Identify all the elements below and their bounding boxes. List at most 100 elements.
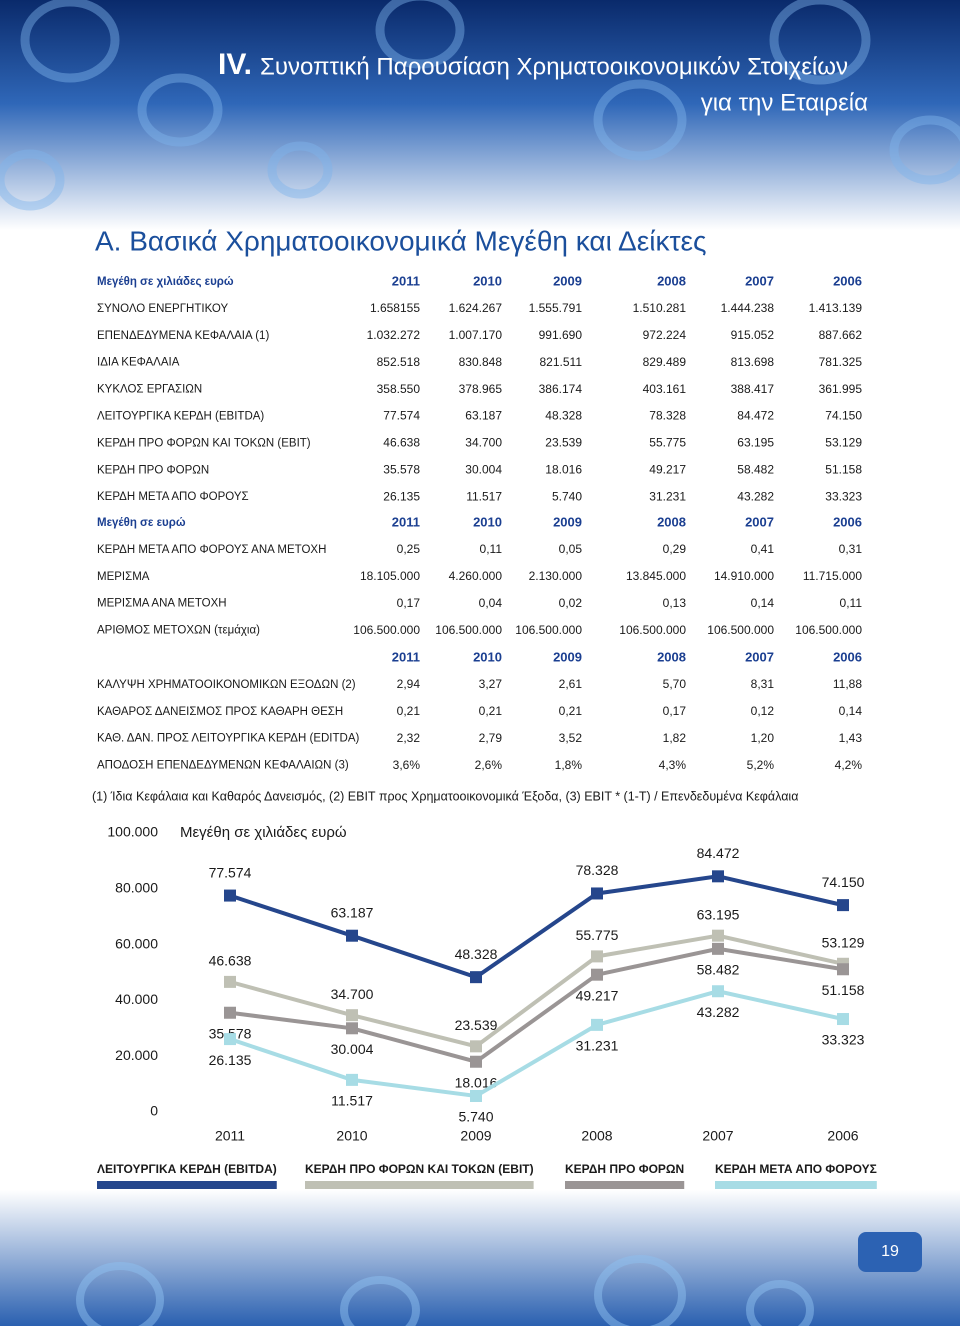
marker	[591, 1018, 603, 1031]
cell: 830.848	[459, 355, 503, 369]
cell: 972.224	[643, 328, 687, 342]
cell: 829.489	[643, 355, 687, 369]
cell: 77.574	[383, 409, 420, 423]
cell: 0,11	[840, 596, 863, 610]
y-tick-label: 100.000	[107, 824, 158, 840]
cell: 2,79	[479, 731, 503, 745]
legend-swatch	[305, 1181, 534, 1189]
cell: 0,29	[663, 542, 687, 556]
y-tick-label: 60.000	[115, 935, 158, 951]
marker	[470, 1055, 482, 1068]
row-label: ΣΥΝΟΛΟ ΕΝΕΡΓΗΤΙΚΟΥ	[97, 303, 228, 315]
marker	[346, 1022, 358, 1035]
cell: 43.282	[737, 489, 774, 503]
row-label: ΜΕΡΙΣΜΑ ΑΝΑ ΜΕΤΟΧΗ	[97, 598, 227, 610]
value-label: 58.482	[697, 962, 740, 978]
cell: 3,6%	[393, 758, 421, 772]
row-label: ΚΕΡΔΗ ΜΕΤΑ ΑΠΟ ΦΟΡΟΥΣ	[97, 491, 249, 503]
row-label: ΚΥΚΛΟΣ ΕΡΓΑΣΙΩΝ	[97, 384, 202, 396]
marker	[346, 1073, 358, 1086]
legend-swatch	[97, 1181, 277, 1189]
column-header: 2007	[745, 649, 774, 664]
x-tick-label: 2006	[827, 1128, 858, 1144]
cell: 1.624.267	[449, 301, 503, 315]
chart-y-label: Μεγέθη σε χιλιάδες ευρώ	[180, 824, 347, 841]
section-title: Α. Βασικά Χρηματοοικονομικά Μεγέθη και Δ…	[95, 225, 707, 256]
cell: 2,6%	[475, 758, 503, 772]
legend-label: ΚΕΡΔΗ ΜΕΤΑ ΑΠΟ ΦΟΡΟΥΣ	[715, 1162, 877, 1176]
cell: 106.500.000	[435, 623, 502, 637]
marker	[837, 963, 849, 976]
cell: 106.500.000	[707, 623, 774, 637]
row-label: ΑΡΙΘΜΟΣ ΜΕΤΟΧΩΝ (τεμάχια)	[97, 625, 260, 637]
value-label: 77.574	[209, 864, 252, 880]
value-label: 84.472	[697, 845, 740, 861]
cell: 0,13	[663, 596, 687, 610]
cell: 11,88	[833, 677, 862, 691]
value-label: 49.217	[576, 987, 619, 1003]
cell: 1.413.139	[809, 301, 863, 315]
cell: 1.510.281	[633, 301, 687, 315]
cell: 4,3%	[659, 758, 687, 772]
cell: 8,31	[751, 677, 775, 691]
value-label: 63.195	[697, 906, 740, 922]
y-tick-label: 40.000	[115, 991, 158, 1007]
marker	[837, 1013, 849, 1026]
cell: 74.150	[825, 409, 862, 423]
cell: 34.700	[465, 436, 502, 450]
cell: 3,52	[559, 731, 583, 745]
cell: 13.845.000	[626, 569, 686, 583]
cell: 0,41	[751, 542, 775, 556]
cell: 4.260.000	[449, 569, 503, 583]
marker	[224, 975, 236, 988]
cell: 35.578	[383, 462, 420, 476]
legend-swatch	[715, 1181, 877, 1189]
marker	[346, 1009, 358, 1022]
y-tick-label: 20.000	[115, 1047, 158, 1063]
marker	[712, 870, 724, 883]
cell: 2,61	[559, 677, 583, 691]
series-line	[229, 989, 844, 1099]
cell: 106.500.000	[795, 623, 862, 637]
value-label: 53.129	[822, 934, 865, 950]
cell: 358.550	[377, 382, 421, 396]
value-label: 5.740	[458, 1109, 493, 1125]
footer-background	[0, 1190, 960, 1326]
column-header: 2011	[392, 649, 420, 664]
cell: 2.130.000	[529, 569, 583, 583]
cell: 63.187	[465, 409, 502, 423]
cell: 0,14	[839, 704, 863, 718]
cell: 5.740	[552, 489, 582, 503]
cell: 821.511	[540, 355, 583, 369]
column-header: 2009	[553, 649, 582, 664]
cell: 23.539	[545, 436, 582, 450]
marker	[470, 1040, 482, 1053]
cell: 55.775	[649, 436, 686, 450]
marker	[837, 899, 849, 912]
column-header: 2009	[553, 514, 582, 529]
cell: 1.032.272	[367, 328, 421, 342]
column-header: 2007	[745, 514, 774, 529]
cell: 388.417	[731, 382, 775, 396]
cell: 2,32	[397, 731, 421, 745]
cell: 11.517	[466, 489, 502, 503]
row-label: ΚΑΛΥΨΗ ΧΡΗΜΑΤΟΟΙΚΟΝΟΜΙΚΩΝ ΕΞΟΔΩΝ (2)	[97, 679, 356, 691]
row-label: ΜΕΡΙΣΜΑ	[97, 571, 150, 583]
cell: 0,17	[397, 596, 421, 610]
series-line	[229, 946, 844, 1064]
column-header: 2008	[657, 649, 686, 664]
column-header: 2011	[392, 273, 420, 288]
cell: 0,21	[479, 704, 503, 718]
marker	[712, 942, 724, 955]
cell: 11.715.000	[803, 569, 862, 583]
marker	[470, 1089, 482, 1102]
cell: 5,70	[663, 677, 687, 691]
value-label: 63.187	[331, 904, 374, 920]
cell: 49.217	[649, 462, 686, 476]
cell: 403.161	[643, 382, 687, 396]
x-tick-label: 2011	[215, 1128, 245, 1144]
header-title: για την Εταιρεία	[701, 89, 868, 116]
cell: 0,11	[480, 542, 503, 556]
header-decoration	[0, 0, 960, 211]
